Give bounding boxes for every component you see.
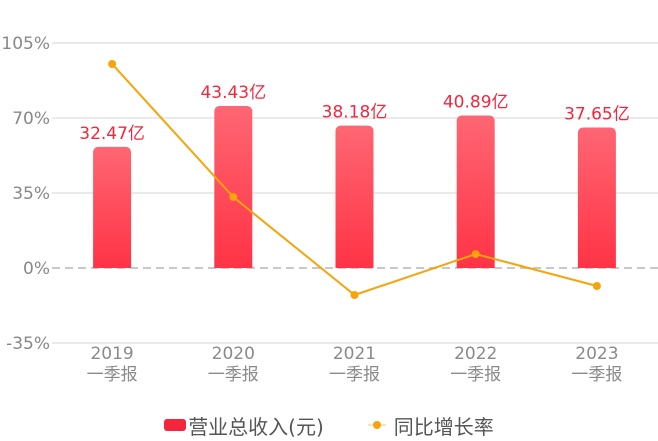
x-tick-period: 一季报: [450, 365, 501, 385]
legend: 营业总收入(元) 同比增长率: [0, 410, 658, 440]
revenue-bar[interactable]: [456, 115, 495, 269]
y-tick-label: 35%: [12, 184, 50, 204]
x-tick-year: 2022: [454, 344, 497, 364]
revenue-bars: [93, 106, 616, 269]
growth-point[interactable]: [471, 250, 480, 259]
growth-rate-line: [108, 60, 601, 299]
bar-value-label: 40.89亿: [443, 92, 509, 112]
growth-point[interactable]: [350, 291, 359, 299]
x-tick-period: 一季报: [571, 365, 622, 385]
y-tick-label: -35%: [6, 334, 50, 354]
x-tick-year: 2020: [212, 344, 255, 364]
revenue-bar[interactable]: [577, 127, 616, 268]
growth-point[interactable]: [229, 193, 238, 202]
bar-value-label: 37.65亿: [564, 105, 630, 125]
revenue-bar[interactable]: [214, 106, 253, 268]
x-tick-year: 2021: [333, 344, 376, 364]
x-tick-period: 一季报: [208, 365, 259, 385]
y-tick-label: 105%: [1, 34, 50, 54]
growth-point[interactable]: [592, 282, 601, 290]
x-tick-year: 2019: [90, 344, 133, 364]
y-tick-label: 70%: [12, 109, 50, 129]
bar-swatch-icon: [164, 419, 187, 431]
x-tick-period: 一季报: [87, 365, 138, 385]
line-dot-swatch-icon: [367, 419, 386, 431]
growth-point[interactable]: [108, 60, 117, 68]
revenue-bar[interactable]: [93, 146, 132, 268]
bar-value-label: 43.43亿: [200, 83, 266, 103]
legend-label-growth: 同比增长率: [393, 414, 494, 439]
bar-value-label: 38.18亿: [322, 103, 388, 123]
legend-item-growth[interactable]: 同比增长率: [367, 411, 494, 440]
legend-label-revenue: 营业总收入(元): [188, 414, 324, 439]
x-tick-period: 一季报: [329, 365, 380, 385]
y-axis: 105% 70% 35% 0% -35%: [1, 34, 50, 354]
x-tick-year: 2023: [575, 344, 618, 364]
bar-value-label: 32.47亿: [79, 124, 145, 144]
legend-item-revenue[interactable]: 营业总收入(元): [164, 411, 324, 440]
y-tick-label: 0%: [23, 259, 50, 279]
bar-value-labels: 32.47亿 43.43亿 38.18亿 40.89亿 37.65亿: [79, 83, 629, 144]
revenue-bar[interactable]: [335, 125, 374, 268]
